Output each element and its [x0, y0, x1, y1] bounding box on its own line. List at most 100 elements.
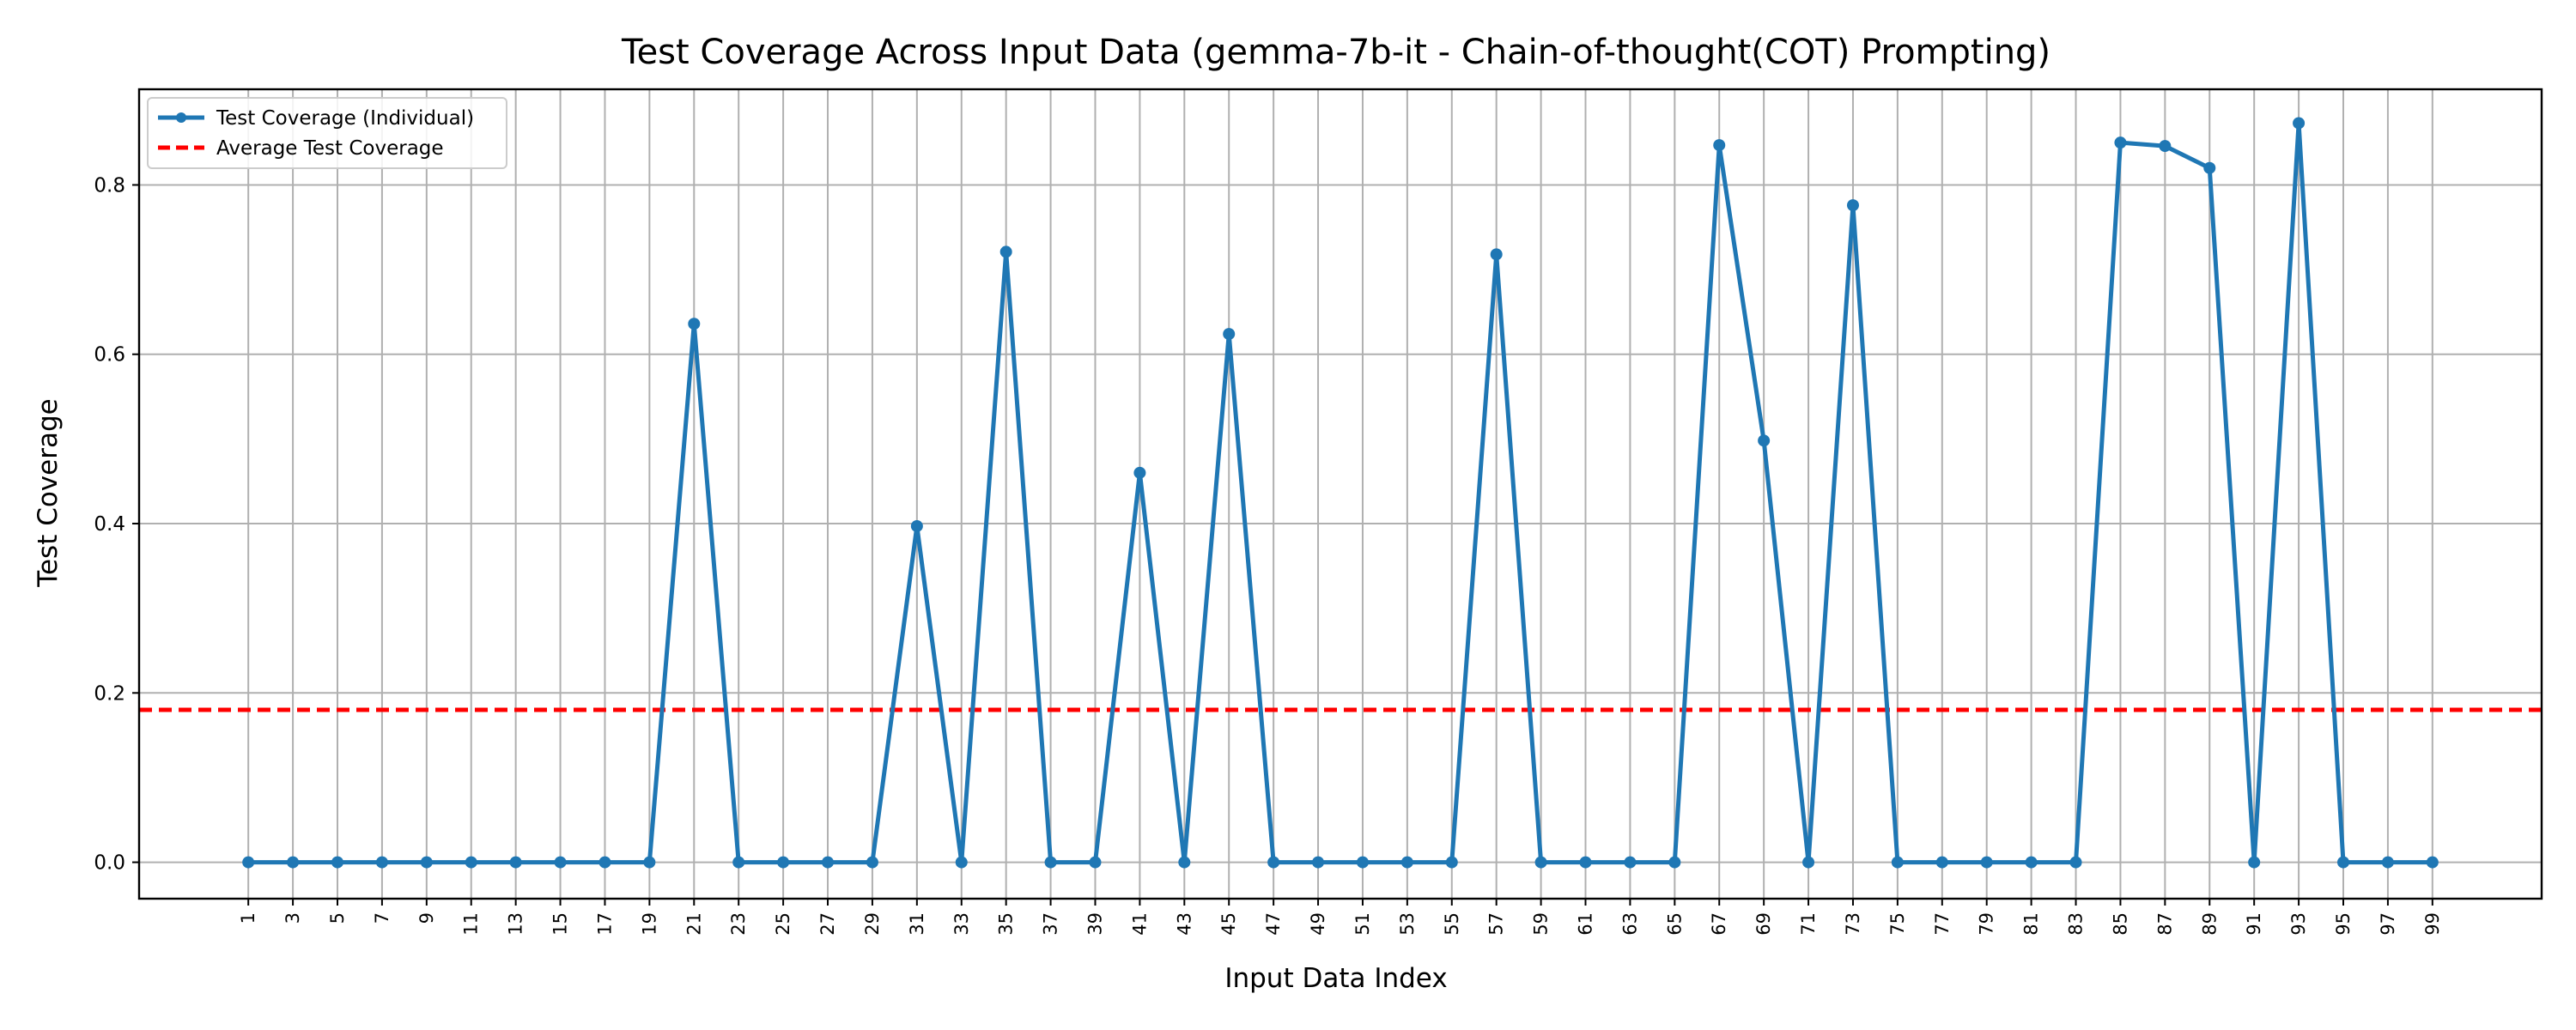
x-tick-label: 59 — [1531, 912, 1552, 936]
y-tick-label: 0.8 — [94, 174, 125, 197]
data-point — [1133, 466, 1146, 479]
data-point — [1668, 856, 1681, 869]
data-point — [777, 856, 790, 869]
x-tick-label: 47 — [1263, 912, 1284, 936]
data-point — [822, 856, 835, 869]
data-point — [1356, 856, 1369, 869]
data-point — [1980, 856, 1993, 869]
x-tick-label: 9 — [416, 912, 437, 924]
x-tick-label: 81 — [2021, 912, 2042, 936]
x-tick-label: 51 — [1352, 912, 1373, 936]
data-point — [2381, 856, 2394, 869]
x-tick-label: 61 — [1576, 912, 1596, 936]
legend-marker-series — [176, 112, 186, 123]
plot-frame — [137, 88, 2543, 900]
data-point — [955, 856, 968, 869]
x-tick-label: 21 — [683, 912, 704, 936]
series-line — [248, 120, 2433, 865]
y-axis-ticks: 0.0 0.2 0.4 0.6 0.8 — [94, 174, 139, 875]
x-tick-label: 71 — [1798, 912, 1819, 936]
data-point — [1089, 856, 1102, 869]
chart-title: Test Coverage Across Input Data (gemma-7… — [621, 33, 2050, 72]
data-point — [420, 856, 433, 869]
x-tick-label: 93 — [2288, 912, 2309, 936]
x-tick-label: 5 — [327, 912, 348, 924]
data-point — [1579, 856, 1592, 869]
data-point — [1445, 856, 1458, 869]
data-point — [1223, 328, 1236, 341]
x-tick-label: 69 — [1753, 912, 1774, 936]
x-tick-label: 73 — [1843, 912, 1863, 936]
y-tick-label: 0.6 — [94, 344, 125, 367]
x-tick-label: 97 — [2378, 912, 2398, 936]
data-point — [1624, 856, 1637, 869]
series-layer — [242, 117, 2439, 869]
x-tick-label: 25 — [773, 912, 793, 936]
x-tick-label: 13 — [506, 912, 526, 936]
legend-label-series: Test Coverage (Individual) — [216, 107, 474, 130]
data-point — [1178, 856, 1191, 869]
legend-box — [147, 97, 507, 169]
data-point — [1935, 856, 1948, 869]
x-tick-label: 83 — [2066, 912, 2087, 936]
x-tick-label: 67 — [1709, 912, 1729, 936]
x-tick-label: 39 — [1084, 912, 1105, 936]
x-tick-label: 79 — [1977, 912, 1997, 936]
data-point — [242, 856, 255, 869]
data-point — [1713, 139, 1726, 152]
data-point — [1802, 856, 1815, 869]
x-axis-ticks: 1 3 5 7 9 11 13 15 17 19 21 23 25 27 29 31 33 35 37 39 41 43 4… — [238, 899, 2443, 936]
x-tick-label: 37 — [1041, 912, 1061, 936]
data-point — [1267, 856, 1280, 869]
data-point — [732, 856, 745, 869]
data-point — [2248, 856, 2261, 869]
data-point — [866, 856, 878, 869]
data-point — [465, 856, 477, 869]
data-point — [1891, 856, 1904, 869]
x-tick-label: 85 — [2110, 912, 2130, 936]
x-tick-label: 31 — [907, 912, 927, 936]
data-point — [331, 856, 344, 869]
data-point — [910, 519, 923, 532]
data-point — [1534, 856, 1547, 869]
x-tick-label: 95 — [2333, 912, 2354, 936]
x-tick-label: 43 — [1174, 912, 1194, 936]
x-tick-label: 3 — [283, 912, 303, 924]
data-point — [2159, 140, 2172, 153]
data-point — [509, 856, 522, 869]
x-tick-label: 33 — [951, 912, 972, 936]
data-point — [1846, 199, 1859, 212]
grid — [139, 89, 2542, 899]
x-tick-label: 45 — [1218, 912, 1239, 936]
x-tick-label: 1 — [238, 912, 258, 924]
data-point — [2336, 856, 2349, 869]
x-tick-label: 57 — [1486, 912, 1507, 936]
x-tick-label: 35 — [996, 912, 1017, 936]
data-point — [688, 318, 701, 330]
x-tick-label: 11 — [461, 912, 482, 936]
x-tick-label: 75 — [1887, 912, 1908, 936]
x-tick-label: 99 — [2422, 912, 2443, 936]
x-tick-label: 63 — [1619, 912, 1640, 936]
data-point — [2025, 856, 2038, 869]
x-tick-label: 55 — [1442, 912, 1462, 936]
data-point — [1400, 856, 1413, 869]
x-tick-label: 53 — [1397, 912, 1418, 936]
x-tick-label: 15 — [550, 912, 571, 936]
data-point — [2426, 856, 2439, 869]
x-tick-label: 87 — [2154, 912, 2175, 936]
x-tick-label: 65 — [1664, 912, 1685, 936]
x-tick-label: 7 — [372, 912, 392, 924]
x-tick-label: 89 — [2199, 912, 2220, 936]
y-tick-label: 0.4 — [94, 513, 125, 536]
data-point — [2114, 136, 2127, 149]
data-point — [598, 856, 611, 869]
data-point — [643, 856, 656, 869]
x-tick-label: 49 — [1308, 912, 1328, 936]
legend-label-average: Average Test Coverage — [216, 137, 444, 160]
data-point — [375, 856, 388, 869]
x-tick-label: 27 — [817, 912, 838, 936]
data-point — [1490, 248, 1503, 261]
x-tick-label: 19 — [639, 912, 659, 936]
